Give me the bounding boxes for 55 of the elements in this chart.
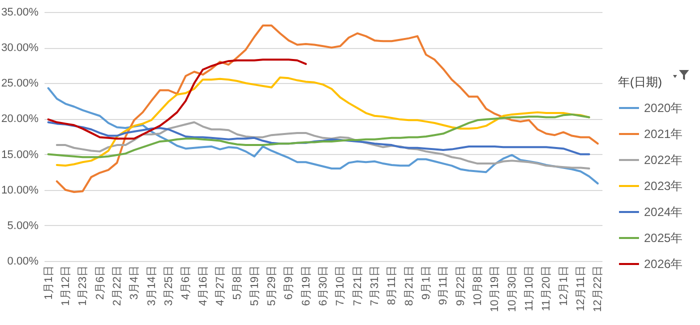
legend-label: 2024年 bbox=[644, 205, 683, 219]
x-tick-label: 7月10日 bbox=[334, 266, 347, 306]
y-tick-label: 0.00% bbox=[7, 256, 39, 268]
legend-label: 2026年 bbox=[644, 257, 683, 271]
x-tick-label: 2月6日 bbox=[94, 266, 106, 300]
x-tick-label: 3月25日 bbox=[162, 266, 175, 306]
x-tick-label: 1月12日 bbox=[60, 266, 72, 306]
y-tick-label: 25.00% bbox=[1, 78, 39, 90]
x-tick-label: 3月4日 bbox=[128, 266, 141, 300]
x-tick-label: 6月19日 bbox=[300, 266, 312, 306]
legend-label: 2020年 bbox=[644, 101, 683, 115]
line-series bbox=[56, 24, 599, 193]
y-tick-label: 10.00% bbox=[1, 184, 39, 196]
x-tick-label: 10月19日 bbox=[489, 266, 502, 312]
y-tick-label: 30.00% bbox=[1, 42, 39, 54]
x-tick-label: 2月22日 bbox=[111, 266, 124, 306]
x-tick-label: 6月30日 bbox=[318, 266, 330, 306]
y-tick-label: 35.00% bbox=[1, 6, 39, 18]
y-tick-label: 15.00% bbox=[1, 148, 39, 161]
y-tick-label: 20.00% bbox=[1, 113, 39, 126]
x-tick-label: 8月11日 bbox=[386, 266, 398, 306]
x-tick-label: 1月23日 bbox=[77, 266, 90, 306]
legend-title: 年(日期) bbox=[618, 75, 662, 89]
line-series bbox=[47, 58, 307, 140]
line-series bbox=[47, 121, 590, 156]
x-tick-label: 10月8日 bbox=[472, 266, 484, 306]
x-tick-label: 7月31日 bbox=[369, 266, 382, 306]
x-tick-label: 12月1日 bbox=[558, 266, 570, 306]
x-tick-label: 9月1日 bbox=[420, 266, 433, 300]
x-tick-label: 4月6日 bbox=[180, 266, 192, 300]
line-series bbox=[56, 121, 590, 170]
legend-label: 2025年 bbox=[644, 231, 683, 245]
x-tick-label: 5月29日 bbox=[266, 266, 278, 306]
x-tick-label: 9月11日 bbox=[438, 266, 450, 306]
x-tick-label: 10月30日 bbox=[506, 266, 518, 312]
x-tick-label: 1月1日 bbox=[42, 266, 55, 300]
x-tick-label: 4月27日 bbox=[214, 266, 226, 306]
x-tick-label: 9月22日 bbox=[454, 266, 467, 306]
x-tick-label: 11月20日 bbox=[540, 266, 553, 312]
y-tick-label: 5.00% bbox=[7, 220, 39, 232]
x-tick-label: 6月9日 bbox=[283, 266, 296, 300]
x-tick-label: 5月19日 bbox=[248, 266, 261, 306]
x-tick-label: 12月22日 bbox=[592, 266, 604, 312]
x-tick-label: 8月21日 bbox=[403, 266, 416, 306]
legend-label: 2021年 bbox=[644, 127, 683, 141]
x-tick-label: 4月16日 bbox=[197, 266, 210, 306]
x-tick-label: 5月8日 bbox=[232, 266, 244, 300]
x-tick-label: 11月10日 bbox=[524, 266, 536, 312]
legend-label: 2023年 bbox=[644, 179, 683, 193]
x-tick-label: 7月21日 bbox=[352, 266, 364, 306]
line-series bbox=[47, 87, 599, 184]
x-tick-label: 3月14日 bbox=[146, 266, 158, 306]
x-tick-label: 12月11日 bbox=[575, 266, 588, 312]
line-series bbox=[47, 113, 590, 158]
legend-label: 2022年 bbox=[644, 153, 683, 167]
